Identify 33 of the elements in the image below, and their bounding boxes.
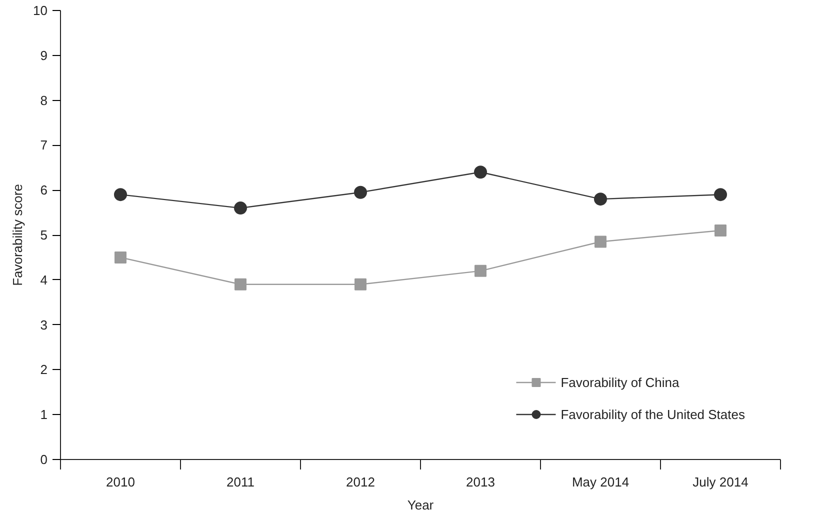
point (354, 278, 366, 290)
point (594, 192, 607, 206)
point (114, 188, 127, 202)
point (474, 166, 487, 179)
x-tick-label: 2010 (106, 474, 135, 490)
legend-label: Favorability of China (560, 374, 680, 390)
point (354, 186, 367, 199)
x-tick-label: 2011 (226, 474, 254, 490)
point (474, 264, 486, 277)
y-tick-label: 1 (40, 407, 48, 422)
y-tick-label: 6 (40, 182, 48, 198)
y-tick-label: 4 (40, 272, 48, 288)
y-tick-label: 10 (33, 3, 48, 18)
x-tick-label: May 2014 (572, 474, 630, 490)
y-tick-label: 7 (40, 138, 48, 153)
y-tick-label: 8 (40, 92, 48, 108)
legend-label: Favorability of the United States (560, 406, 745, 422)
y-tick-label: 0 (40, 452, 48, 467)
y-tick-label: 3 (40, 317, 48, 332)
point (594, 236, 606, 248)
y-tick-label: 2 (40, 362, 48, 378)
point (114, 251, 126, 264)
point (714, 224, 726, 237)
y-axis-title: Favorability score (10, 184, 26, 286)
x-tick-label: 2013 (466, 474, 495, 490)
x-tick-label: July 2014 (692, 474, 748, 490)
y-tick-label: 9 (40, 48, 48, 63)
x-tick-label: 2012 (346, 474, 375, 490)
x-axis-title: Year (407, 498, 434, 512)
point (234, 278, 246, 290)
point (714, 188, 727, 202)
point (234, 202, 247, 215)
y-tick-label: 5 (40, 228, 48, 242)
